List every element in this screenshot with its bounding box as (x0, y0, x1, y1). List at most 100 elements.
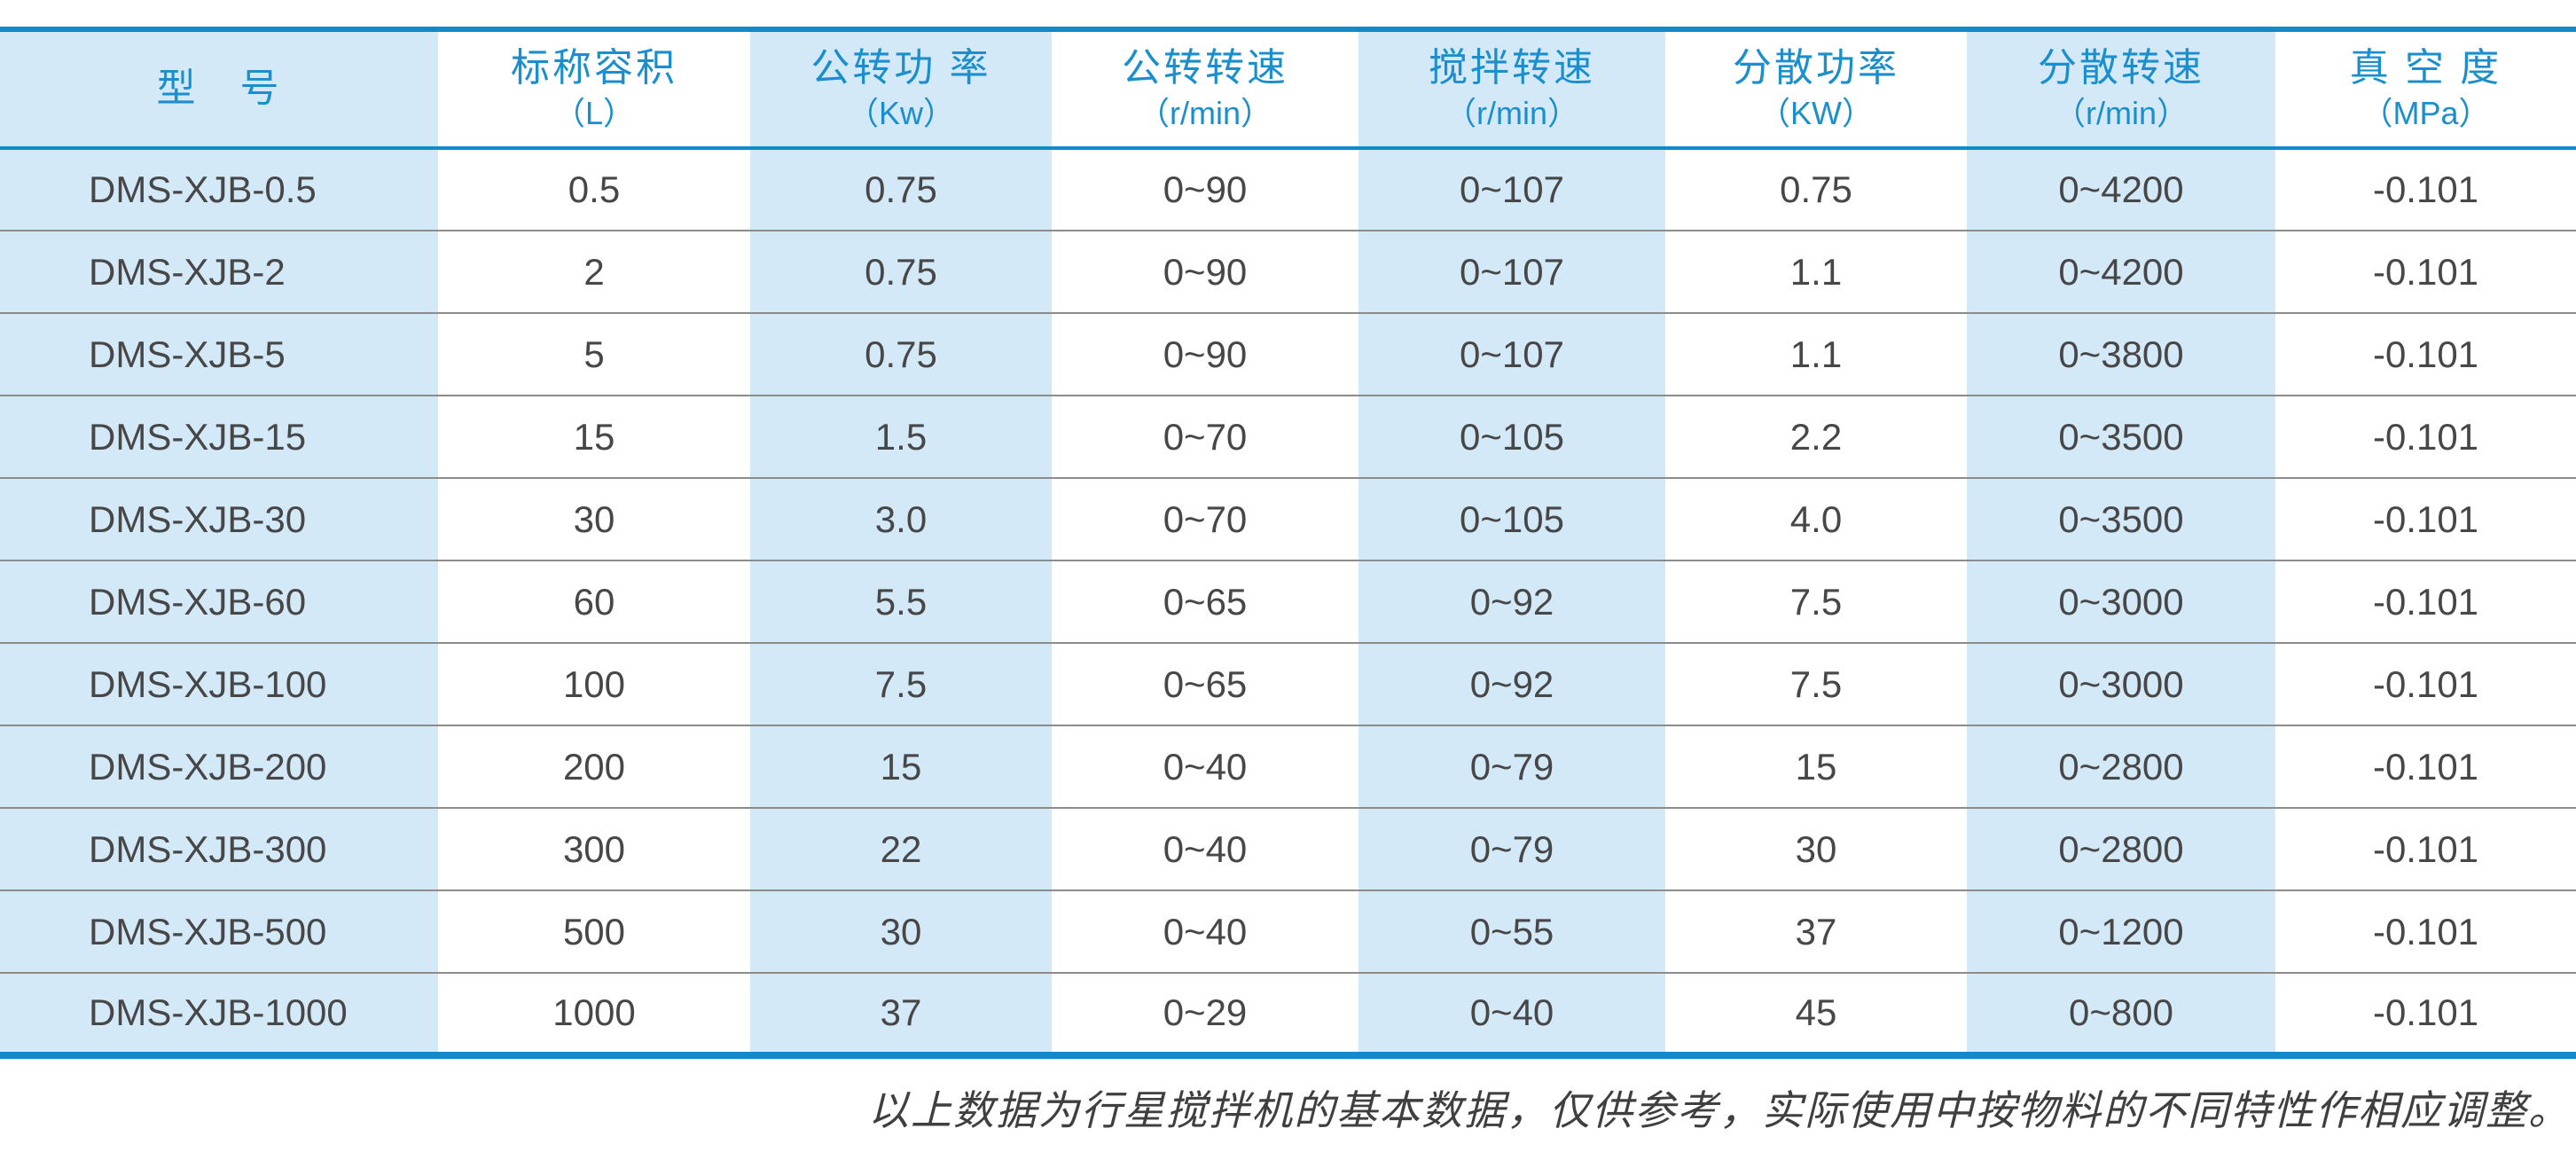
column-header-revolution-speed: 公转转速 （r/min） (1052, 29, 1358, 150)
column-header-vacuum-degree: 真 空 度 （MPa） (2275, 29, 2576, 150)
value-cell: 0~800 (1967, 972, 2275, 1055)
value-cell: 37 (1665, 889, 1967, 973)
model-cell: DMS-XJB-30 (0, 477, 438, 560)
table-row: DMS-XJB-2 2 0.75 0~90 0~107 1.1 0~4200 -0.101 (0, 230, 2576, 313)
value-cell: -0.101 (2275, 312, 2576, 396)
column-header-dispersion-power: 分散功率 （KW） (1665, 29, 1967, 150)
table-row: DMS-XJB-0.5 0.5 0.75 0~90 0~107 0.75 0~4200 -0.… (0, 148, 2576, 231)
column-title: 公转转速 (1122, 45, 1288, 90)
value-cell: 0.75 (750, 312, 1052, 396)
value-cell: 1000 (438, 972, 750, 1055)
value-cell: 7.5 (1665, 560, 1967, 643)
value-cell: 0~65 (1052, 642, 1358, 725)
table-row: DMS-XJB-15 15 1.5 0~70 0~105 2.2 0~3500 -0.101 (0, 395, 2576, 478)
value-cell: -0.101 (2275, 560, 2576, 643)
value-cell: 0~107 (1358, 230, 1665, 313)
table-row: DMS-XJB-200 200 15 0~40 0~79 15 0~2800 -0.101 (0, 725, 2576, 808)
table-row: DMS-XJB-5 5 0.75 0~90 0~107 1.1 0~3800 -0.101 (0, 312, 2576, 396)
value-cell: 0~107 (1358, 312, 1665, 396)
value-cell: 0.75 (750, 148, 1052, 231)
model-cell: DMS-XJB-5 (0, 312, 438, 396)
value-cell: 2 (438, 230, 750, 313)
value-cell: 0~65 (1052, 560, 1358, 643)
value-cell: 45 (1665, 972, 1967, 1055)
column-unit: （r/min） (1445, 95, 1579, 132)
value-cell: 30 (750, 889, 1052, 973)
value-cell: 0~79 (1358, 725, 1665, 808)
value-cell: 0~79 (1358, 807, 1665, 890)
value-cell: 0~40 (1358, 972, 1665, 1055)
column-unit: （r/min） (2054, 95, 2188, 132)
spec-table-header: 型 号 标称容积 （L） 公转功 率 （Kw） 公转转速 （r/min） 搅拌转… (0, 29, 2576, 150)
value-cell: -0.101 (2275, 889, 2576, 973)
table-row: DMS-XJB-30 30 3.0 0~70 0~105 4.0 0~3500 -0.101 (0, 477, 2576, 560)
column-title: 标称容积 (511, 45, 677, 90)
spec-sheet: 型 号 标称容积 （L） 公转功 率 （Kw） 公转转速 （r/min） 搅拌转… (0, 27, 2576, 1152)
value-cell: 0~3000 (1967, 560, 2275, 643)
footnote: 以上数据为行星搅拌机的基本数据，仅供参考，实际使用中按物料的不同特性作相应调整。 (868, 1086, 2571, 1134)
value-cell: -0.101 (2275, 477, 2576, 560)
column-unit: （MPa） (2361, 95, 2491, 132)
value-cell: 300 (438, 807, 750, 890)
column-title: 真 空 度 (2349, 45, 2502, 90)
column-header-stirring-speed: 搅拌转速 （r/min） (1358, 29, 1665, 150)
column-title: 公转功 率 (810, 45, 991, 90)
value-cell: -0.101 (2275, 807, 2576, 890)
value-cell: 0~40 (1052, 889, 1358, 973)
value-cell: 30 (1665, 807, 1967, 890)
value-cell: 0~92 (1358, 642, 1665, 725)
value-cell: 0~107 (1358, 148, 1665, 231)
value-cell: 0~3800 (1967, 312, 2275, 396)
value-cell: 100 (438, 642, 750, 725)
value-cell: 0~70 (1052, 477, 1358, 560)
value-cell: 0~55 (1358, 889, 1665, 973)
column-header-dispersion-speed: 分散转速 （r/min） (1967, 29, 2275, 150)
model-cell: DMS-XJB-15 (0, 395, 438, 478)
column-unit: （KW） (1758, 95, 1874, 132)
value-cell: 0~70 (1052, 395, 1358, 478)
column-title: 搅拌转速 (1429, 45, 1595, 90)
value-cell: -0.101 (2275, 725, 2576, 808)
column-title: 分散转速 (2038, 45, 2204, 90)
column-unit: （r/min） (1138, 95, 1272, 132)
model-cell: DMS-XJB-200 (0, 725, 438, 808)
value-cell: 1.1 (1665, 230, 1967, 313)
value-cell: -0.101 (2275, 972, 2576, 1055)
value-cell: 0~1200 (1967, 889, 2275, 973)
value-cell: 7.5 (750, 642, 1052, 725)
value-cell: 5 (438, 312, 750, 396)
value-cell: 0~105 (1358, 477, 1665, 560)
value-cell: -0.101 (2275, 395, 2576, 478)
value-cell: 4.0 (1665, 477, 1967, 560)
value-cell: -0.101 (2275, 148, 2576, 231)
table-row: DMS-XJB-300 300 22 0~40 0~79 30 0~2800 -0.101 (0, 807, 2576, 890)
header-row: 型 号 标称容积 （L） 公转功 率 （Kw） 公转转速 （r/min） 搅拌转… (0, 29, 2576, 150)
table-row: DMS-XJB-500 500 30 0~40 0~55 37 0~1200 -0.101 (0, 889, 2576, 973)
value-cell: 0~4200 (1967, 148, 2275, 231)
column-header-nominal-capacity: 标称容积 （L） (438, 29, 750, 150)
value-cell: 15 (438, 395, 750, 478)
value-cell: 0~2800 (1967, 807, 2275, 890)
value-cell: 30 (438, 477, 750, 560)
value-cell: 0~29 (1052, 972, 1358, 1055)
column-header-revolution-power: 公转功 率 （Kw） (750, 29, 1052, 150)
value-cell: 0~2800 (1967, 725, 2275, 808)
model-cell: DMS-XJB-500 (0, 889, 438, 973)
column-header-model: 型 号 (0, 29, 438, 150)
value-cell: 1.1 (1665, 312, 1967, 396)
model-cell: DMS-XJB-0.5 (0, 148, 438, 231)
value-cell: 37 (750, 972, 1052, 1055)
value-cell: 5.5 (750, 560, 1052, 643)
value-cell: 15 (1665, 725, 1967, 808)
table-row: DMS-XJB-1000 1000 37 0~29 0~40 45 0~800 -0.101 (0, 972, 2576, 1055)
value-cell: 22 (750, 807, 1052, 890)
model-cell: DMS-XJB-100 (0, 642, 438, 725)
value-cell: -0.101 (2275, 642, 2576, 725)
column-title: 型 号 (156, 67, 282, 111)
column-unit: （Kw） (846, 95, 955, 132)
value-cell: 0~40 (1052, 725, 1358, 808)
value-cell: 0~90 (1052, 312, 1358, 396)
value-cell: 7.5 (1665, 642, 1967, 725)
value-cell: 0~3000 (1967, 642, 2275, 725)
value-cell: 0~90 (1052, 230, 1358, 313)
